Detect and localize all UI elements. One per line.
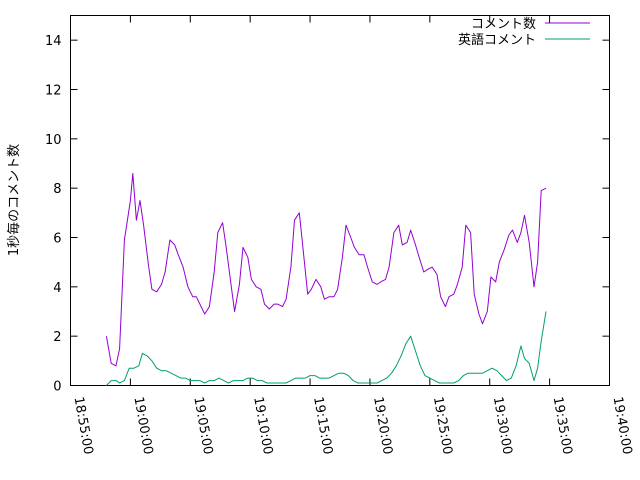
plot-frame	[70, 15, 610, 386]
y-tick-label: 12	[45, 84, 62, 99]
y-tick-label: 10	[45, 133, 62, 148]
x-tick-label: 19:30:00	[490, 396, 515, 456]
y-axis-label: 1秒毎のコメント数	[6, 144, 22, 256]
x-tick-label: 19:15:00	[310, 396, 335, 456]
x-tick-label: 19:40:00	[610, 396, 635, 456]
x-tick-label: 19:25:00	[430, 396, 455, 456]
y-tick-label: 4	[53, 281, 61, 296]
x-tick-label: 18:55:00	[71, 396, 96, 456]
y-tick-label: 2	[53, 330, 61, 345]
x-axis-ticks: 18:55:00 19:00:00 19:05:00 19:10:00 19:15:00…	[70, 15, 635, 456]
series-line-2	[106, 311, 547, 386]
x-tick-label: 19:10:00	[250, 396, 275, 456]
y-tick-label: 0	[53, 380, 61, 395]
x-tick-label: 19:35:00	[550, 396, 575, 456]
series-line-1	[105, 172, 547, 367]
legend-label: 英語コメント	[458, 32, 536, 48]
series-lines	[105, 172, 547, 386]
y-tick-label: 6	[53, 232, 61, 247]
x-tick-label: 19:00:00	[130, 396, 155, 456]
y-tick-label: 14	[45, 34, 62, 49]
x-tick-label: 19:05:00	[190, 396, 215, 456]
y-axis-ticks: 0 2 4 6 8 10 12 14	[45, 34, 610, 395]
legend-label: コメント数	[471, 17, 536, 32]
y-tick-label: 8	[53, 182, 61, 197]
x-tick-label: 19:20:00	[370, 396, 395, 456]
